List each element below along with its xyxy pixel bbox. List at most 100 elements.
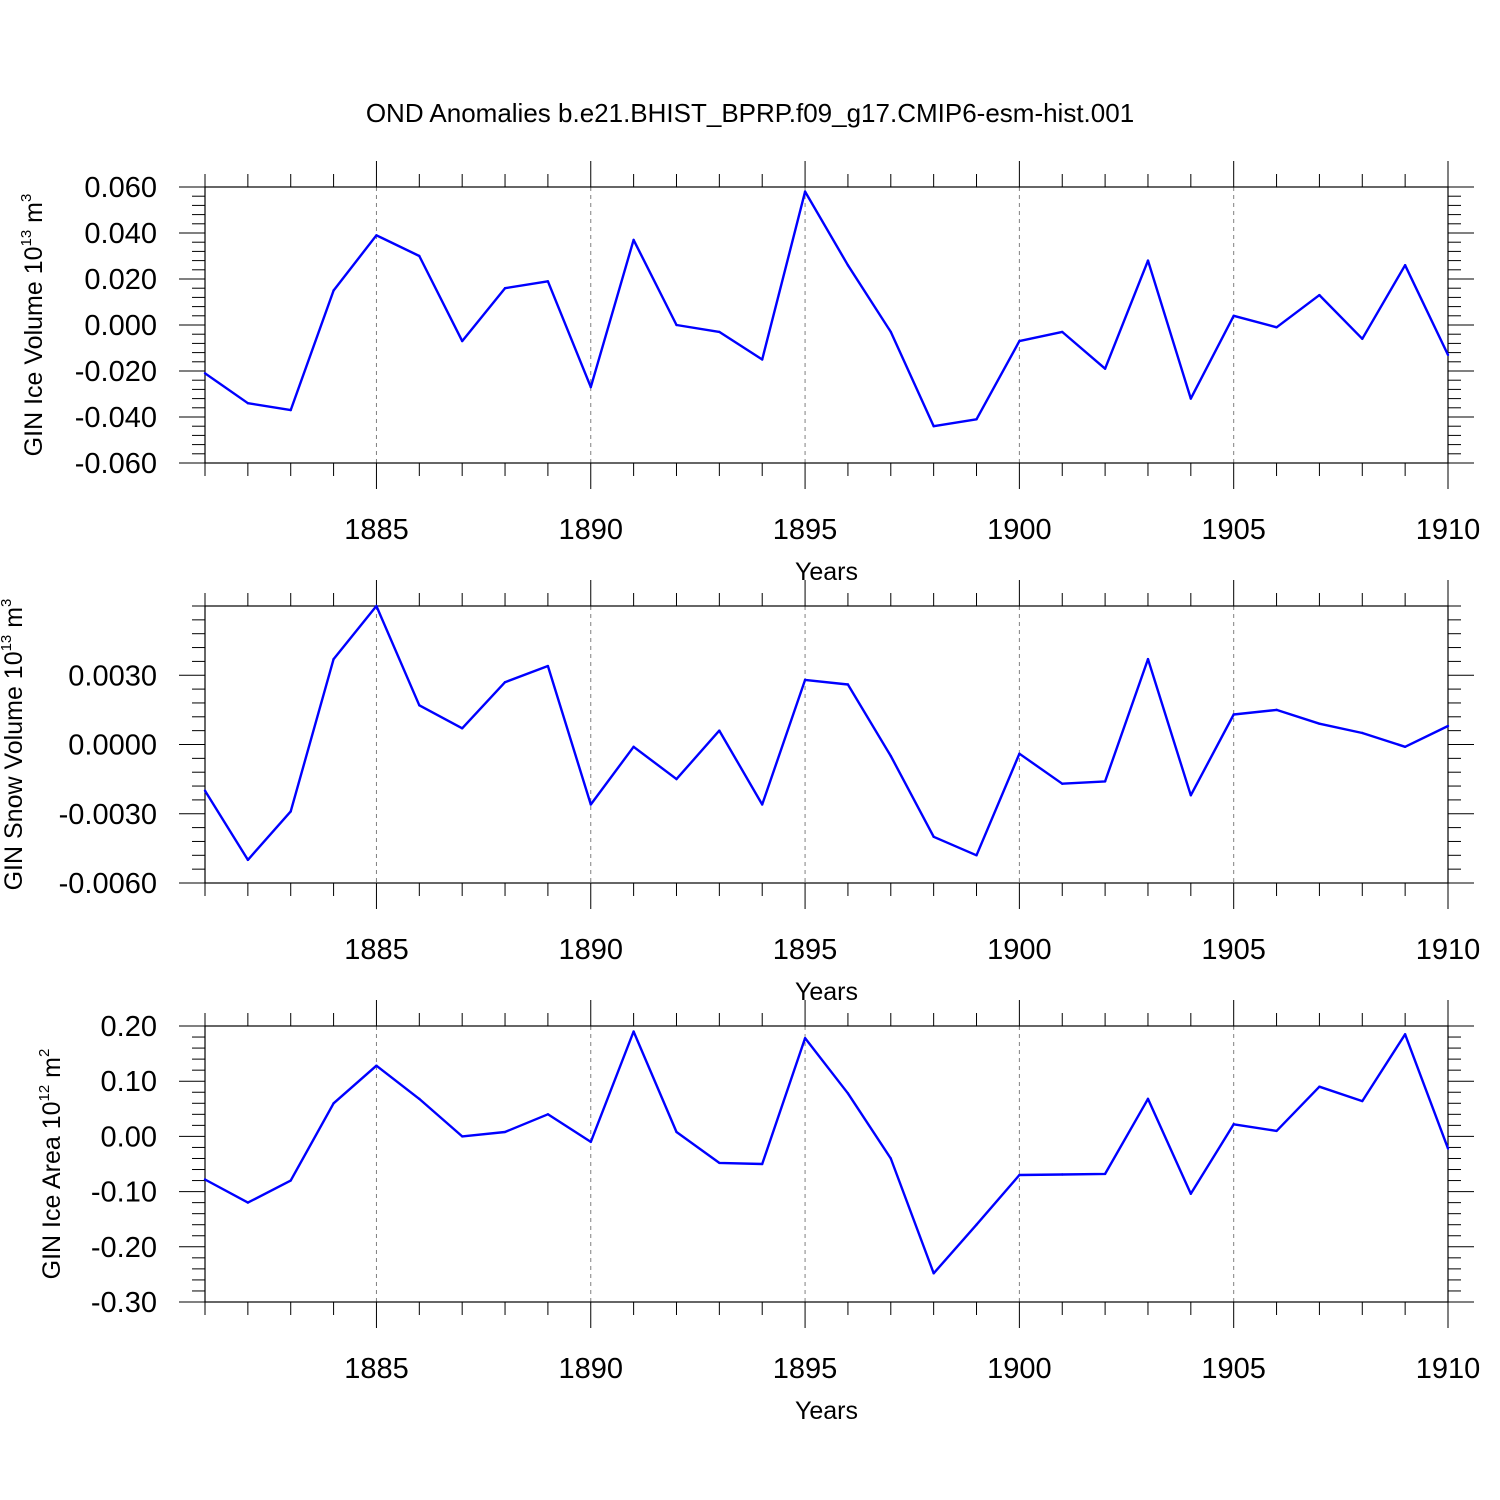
x-axis-title: Years (795, 558, 858, 586)
data-point (1103, 367, 1107, 370)
panel-snow-volume: -0.0060 -0.0030 0.0000 0.0030 1885 1890 1895 19… (0, 580, 1480, 1006)
x-tick-label: 1905 (1201, 1353, 1266, 1385)
x-tick-label: 1900 (987, 1353, 1052, 1385)
data-point (675, 323, 678, 327)
y-tick-label: 0.10 (101, 1066, 157, 1098)
data-point (975, 418, 978, 421)
data-point (1275, 708, 1278, 712)
data-point (1061, 330, 1064, 334)
data-point (1146, 1097, 1150, 1101)
x-tick-label: 1890 (559, 934, 624, 966)
y-tick-label: 0.020 (84, 264, 157, 296)
x-tick-label: 1895 (773, 514, 838, 546)
data-point (632, 238, 635, 242)
data-point (1146, 657, 1150, 661)
x-tick-label: 1885 (344, 1353, 409, 1385)
data-point (1018, 1173, 1021, 1177)
y-axis-title-unit: m (20, 202, 48, 230)
x-tick-label: 1900 (987, 934, 1052, 966)
data-point (1318, 1085, 1321, 1088)
data-point (203, 1178, 207, 1181)
data-point (289, 1179, 292, 1182)
data-point (932, 835, 935, 839)
y-tick-label: 0.20 (101, 1011, 157, 1043)
data-point (718, 330, 721, 334)
series-line-snow-volume (203, 604, 1449, 862)
page-title: OND Anomalies b.e21.BHIST_BPRP.f09_g17.C… (365, 98, 1135, 128)
data-point (289, 408, 292, 412)
x-axis-title: Years (795, 1397, 858, 1425)
data-point (418, 254, 421, 258)
data-point (932, 425, 935, 428)
data-point (889, 330, 892, 334)
plot-frame (204, 605, 1449, 884)
data-point (546, 664, 550, 668)
data-point (632, 1030, 635, 1033)
y-tick-label: 0.000 (84, 310, 157, 342)
x-tick-label: 1900 (987, 514, 1052, 546)
data-point (975, 854, 978, 857)
data-point (418, 704, 421, 707)
y-axis-title-prefix: GIN Snow Volume 10 (0, 651, 28, 890)
y-tick-label: -0.0060 (59, 868, 157, 900)
data-point (460, 1135, 464, 1138)
data-point (503, 680, 507, 684)
x-tick-label: 1895 (773, 1353, 838, 1385)
data-point (1189, 794, 1193, 797)
data-point (846, 683, 850, 686)
y-axis-title-unit-exp: 3 (18, 194, 35, 202)
data-point (761, 803, 764, 806)
data-point (675, 777, 678, 781)
y-axis-title-unit-exp: 2 (36, 1049, 53, 1057)
data-point (932, 1272, 935, 1275)
data-point (203, 789, 207, 792)
data-point (460, 727, 464, 730)
data-point (589, 803, 592, 806)
y-tick-label: -0.040 (75, 402, 157, 434)
data-point (1318, 722, 1321, 725)
data-point (975, 1223, 978, 1226)
data-point (332, 657, 335, 661)
data-point (846, 264, 850, 267)
data-point (1446, 1147, 1450, 1150)
data-point (246, 1201, 250, 1204)
data-point (1403, 745, 1407, 749)
data-point (1275, 1129, 1278, 1133)
y-axis-title: GIN Ice Volume 1013 m3 (18, 194, 48, 457)
data-point (203, 372, 207, 375)
data-point (803, 190, 807, 193)
data-point (503, 1130, 507, 1134)
y-tick-label: -0.060 (75, 448, 157, 480)
data-point (332, 1102, 335, 1105)
y-tick-label: -0.30 (91, 1287, 157, 1319)
data-point (1446, 724, 1450, 728)
x-tick-label: 1905 (1201, 934, 1266, 966)
x-tick-label: 1890 (559, 1353, 624, 1385)
data-point (889, 754, 892, 758)
y-axis-title-unit: m (38, 1057, 66, 1085)
y-axis-title: GIN Snow Volume 1013 m3 (0, 599, 28, 891)
y-axis-title-exp: 13 (18, 230, 35, 247)
x-tick-label: 1885 (344, 514, 409, 546)
data-point (889, 1157, 892, 1160)
x-tick-label: 1905 (1201, 514, 1266, 546)
y-axis-title-exp: 13 (0, 635, 15, 652)
data-point (1103, 1172, 1107, 1176)
series-line-ice-volume (204, 190, 1450, 428)
y-axis-title: GIN Ice Area 1012 m2 (36, 1049, 66, 1280)
data-point (718, 729, 721, 732)
data-point (1232, 314, 1235, 317)
y-tick-label: -0.020 (75, 356, 157, 388)
y-tick-label: 0.0030 (68, 660, 157, 692)
data-point (503, 287, 507, 290)
data-point (246, 402, 250, 405)
y-axis-title-unit-exp: 3 (0, 599, 15, 607)
data-point (1403, 1033, 1407, 1036)
x-tick-label: 1895 (773, 934, 838, 966)
data-point (375, 1064, 378, 1067)
data-point (460, 339, 464, 343)
y-axis-title-prefix: GIN Ice Volume 10 (20, 246, 48, 456)
y-tick-label: -0.0030 (59, 799, 157, 831)
data-point (803, 1036, 807, 1040)
